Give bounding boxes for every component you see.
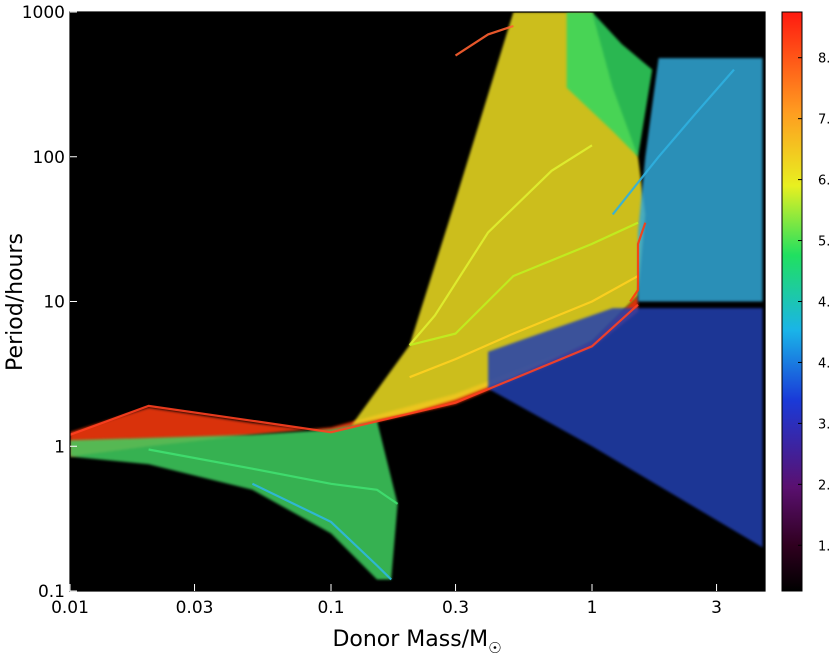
x-axis-title: Donor Mass/M☉ bbox=[332, 627, 501, 657]
x-tick-label: 0.03 bbox=[176, 598, 214, 618]
x-tick-label: 0.01 bbox=[51, 598, 89, 618]
track-4 bbox=[409, 221, 639, 347]
x-axis-title-text: Donor Mass/M bbox=[332, 627, 488, 652]
y-tick-label: 1 bbox=[54, 437, 65, 457]
evolution-tracks bbox=[70, 24, 735, 581]
track-7 bbox=[251, 482, 392, 581]
x-axis-ticks: 0.01 0.03 0.1 0.3 1 3 bbox=[51, 584, 722, 618]
track-1 bbox=[70, 303, 639, 436]
region-evolved-donor-fan bbox=[351, 12, 646, 426]
x-axis-title-subscript: ☉ bbox=[488, 639, 501, 657]
x-tick-label: 3 bbox=[711, 598, 722, 618]
track-5 bbox=[409, 275, 639, 379]
track-9 bbox=[629, 222, 647, 303]
colorbar-tick-label: 5.6 bbox=[818, 235, 831, 250]
colorbar-tick-label: 6.4 bbox=[818, 174, 831, 189]
colorbar-tick-label: 8.0 bbox=[818, 52, 831, 67]
colorbar-tick-label: 1.6 bbox=[818, 539, 831, 554]
colorbar-tick-label: 2.4 bbox=[818, 478, 831, 493]
y-tick-label: 10 bbox=[43, 293, 65, 313]
colorbar-tick-label: 4.0 bbox=[818, 356, 831, 371]
y-tick-label: 1000 bbox=[22, 3, 65, 23]
colorbar-ticks: 1.6 2.4 3.2 4.0 4.8 5.6 6.4 7.2 8.0 bbox=[798, 52, 831, 554]
x-tick-label: 1 bbox=[587, 598, 598, 618]
region-short-period-fan bbox=[70, 420, 398, 580]
colorbar-tick-label: 7.2 bbox=[818, 113, 831, 128]
region-low-density-scatter bbox=[488, 308, 763, 548]
y-axis-title: Period/hours bbox=[3, 233, 28, 371]
y-tick-label: 0.1 bbox=[38, 582, 65, 602]
x-tick-label: 0.3 bbox=[442, 598, 469, 618]
y-axis-ticks: 0.1 1 10 100 1000 bbox=[22, 3, 77, 602]
track-6 bbox=[148, 448, 399, 505]
region-high-mass-donor-block bbox=[638, 58, 763, 302]
x-tick-label: 0.1 bbox=[317, 598, 344, 618]
region-upper-green-region bbox=[566, 12, 653, 157]
track-8 bbox=[611, 68, 735, 216]
y-tick-label: 100 bbox=[33, 148, 65, 168]
track-2 bbox=[454, 24, 514, 57]
track-3 bbox=[408, 144, 593, 346]
density-regions bbox=[70, 12, 763, 580]
colorbar-tick-label: 3.2 bbox=[818, 417, 831, 432]
colorbar-tick-label: 4.8 bbox=[818, 296, 831, 311]
